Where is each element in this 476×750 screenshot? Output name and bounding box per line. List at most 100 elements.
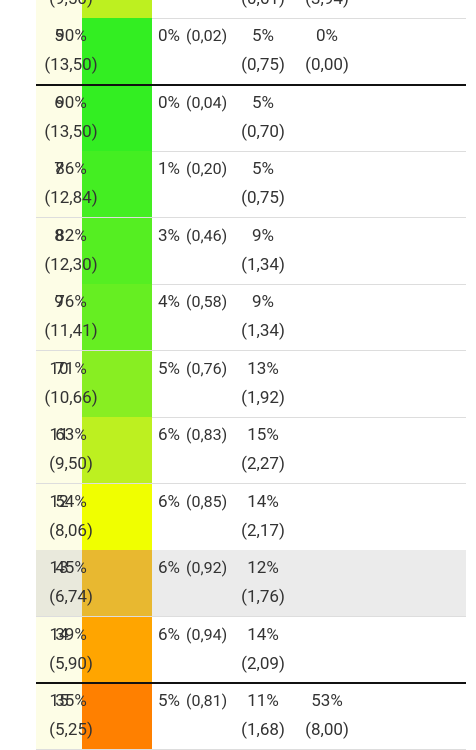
cell-text: (0,20) xyxy=(186,159,228,178)
cell-text: 5% xyxy=(158,691,181,711)
cell-text: (0,58) xyxy=(186,292,228,311)
row-number-cell xyxy=(36,483,82,550)
cell-text: (2,17) xyxy=(241,520,285,541)
row-number-cell xyxy=(36,550,82,616)
cell-text: (0,75) xyxy=(241,55,285,75)
table-row: 13 45% (6,74) 6% (0,92) 12% (1,76) xyxy=(36,550,466,617)
row-divider xyxy=(36,83,466,86)
cell-text: (0,70) xyxy=(241,121,285,142)
cell-text: 0% xyxy=(158,92,181,113)
cell-text: 1% xyxy=(158,159,181,179)
row-number-cell xyxy=(36,18,82,84)
cell-text: 8 xyxy=(54,225,64,246)
table-row: 11 63% (9,50) 6% (0,83) 15% (2,27) xyxy=(36,417,466,484)
cell-text: 5% xyxy=(251,92,274,113)
table-row: 6 90% (13,50) 0% (0,04) 5% (0,70) xyxy=(36,84,466,152)
table-row: 10 71% (10,66) 5% (0,76) 13% (1,92) xyxy=(36,350,466,418)
row-number-cell xyxy=(36,350,82,417)
percent-cell xyxy=(82,417,152,483)
cell-text: (0,94) xyxy=(186,624,228,644)
cell-text: 90% xyxy=(55,26,87,46)
cell-text: (0,46) xyxy=(186,225,228,245)
cell-text: 11 xyxy=(49,425,69,445)
cell-text: 76% xyxy=(55,292,87,312)
percent-cell xyxy=(82,616,152,683)
cell-text: (1,34) xyxy=(241,321,285,341)
cell-text: (0,85) xyxy=(186,491,228,511)
cell-text: 90% xyxy=(55,92,87,113)
cell-text: (0,04) xyxy=(186,92,228,112)
percent-cell xyxy=(82,84,152,151)
cell-text: (11,41) xyxy=(44,321,98,341)
cell-text: 3% xyxy=(158,225,181,246)
cell-text: 54% xyxy=(55,491,87,512)
percent-cell xyxy=(82,284,152,350)
row-number-cell xyxy=(36,683,82,749)
cell-text: 14% xyxy=(247,624,279,645)
cell-text: (8,06) xyxy=(49,520,93,541)
cell-text: (13,50) xyxy=(44,55,98,75)
percent-cell xyxy=(82,0,152,18)
table-row: 7 86% (12,84) 1% (0,20) 5% (0,75) xyxy=(36,151,466,218)
table-row: 8 82% (12,30) 3% (0,46) 9% (1,34) xyxy=(36,217,466,285)
cell-text: (5,25) xyxy=(49,720,93,740)
cell-text: 12 xyxy=(49,491,69,512)
row-number-cell xyxy=(36,151,82,217)
table-row: 14 39% (5,90) 6% (0,94) 14% (2,09) xyxy=(36,616,466,684)
cell-text: (0,83) xyxy=(186,425,228,444)
cell-text: (10,66) xyxy=(44,387,98,408)
cell-text: 15 xyxy=(49,691,69,711)
percent-cell xyxy=(82,151,152,217)
cell-text: (6,74) xyxy=(49,587,93,607)
cell-text: (3,94) xyxy=(287,0,367,9)
cell-text: 6 xyxy=(54,92,64,113)
cell-text: (0,92) xyxy=(186,558,228,577)
cell-text: 5 xyxy=(54,26,64,46)
cell-text: (8,00) xyxy=(305,720,349,740)
percent-cell xyxy=(82,18,152,84)
cell-text: 63% xyxy=(55,425,87,445)
row-number-cell xyxy=(36,417,82,483)
cell-text: 15% xyxy=(247,425,279,445)
table-row: 15 35% (5,25) 5% (0,81) 11% (1,68) 53% (8,00) xyxy=(36,683,466,750)
cell-text: 9% xyxy=(251,225,274,246)
cell-text: (1,34) xyxy=(241,254,285,275)
cell-text: 45% xyxy=(55,558,87,578)
cell-text: 6% xyxy=(158,491,181,512)
row-number-cell xyxy=(36,284,82,350)
cell-text: (12,84) xyxy=(44,188,98,208)
cell-text: 9% xyxy=(251,292,274,312)
cell-text: (1,76) xyxy=(241,587,285,607)
cell-text: 71% xyxy=(55,358,87,379)
cell-text: 53% xyxy=(311,691,343,711)
cell-text: (0,61) xyxy=(223,0,303,9)
row-divider xyxy=(36,682,466,684)
cell-text: 9 xyxy=(54,292,64,312)
cell-text: (1,92) xyxy=(241,387,285,408)
cell-text: 6% xyxy=(158,425,181,445)
cell-text: 39% xyxy=(55,624,87,645)
percent-cell xyxy=(82,683,152,749)
cell-text: 13% xyxy=(247,358,279,379)
percent-cell xyxy=(82,350,152,417)
percent-cell xyxy=(82,483,152,550)
cell-text: (2,27) xyxy=(241,454,285,474)
cell-text: (13,50) xyxy=(44,121,98,142)
cell-text: (2,09) xyxy=(241,653,285,674)
cell-text: 0% xyxy=(158,26,181,46)
cell-text: (0,81) xyxy=(186,691,228,710)
cell-text: (5,90) xyxy=(49,653,93,674)
cell-text: 4% xyxy=(158,292,181,312)
percent-cell xyxy=(82,550,152,616)
cell-text: 14% xyxy=(247,491,279,512)
cell-text: 5% xyxy=(251,159,274,179)
cell-text: 13 xyxy=(49,558,69,578)
cell-text: 5% xyxy=(251,26,274,46)
cell-text: 35% xyxy=(55,691,87,711)
cell-text: 7 xyxy=(54,159,64,179)
row-number-cell xyxy=(36,217,82,284)
cell-text: (12,30) xyxy=(44,254,98,275)
cell-text: 0% xyxy=(315,26,338,46)
cell-text: 82% xyxy=(55,225,87,246)
